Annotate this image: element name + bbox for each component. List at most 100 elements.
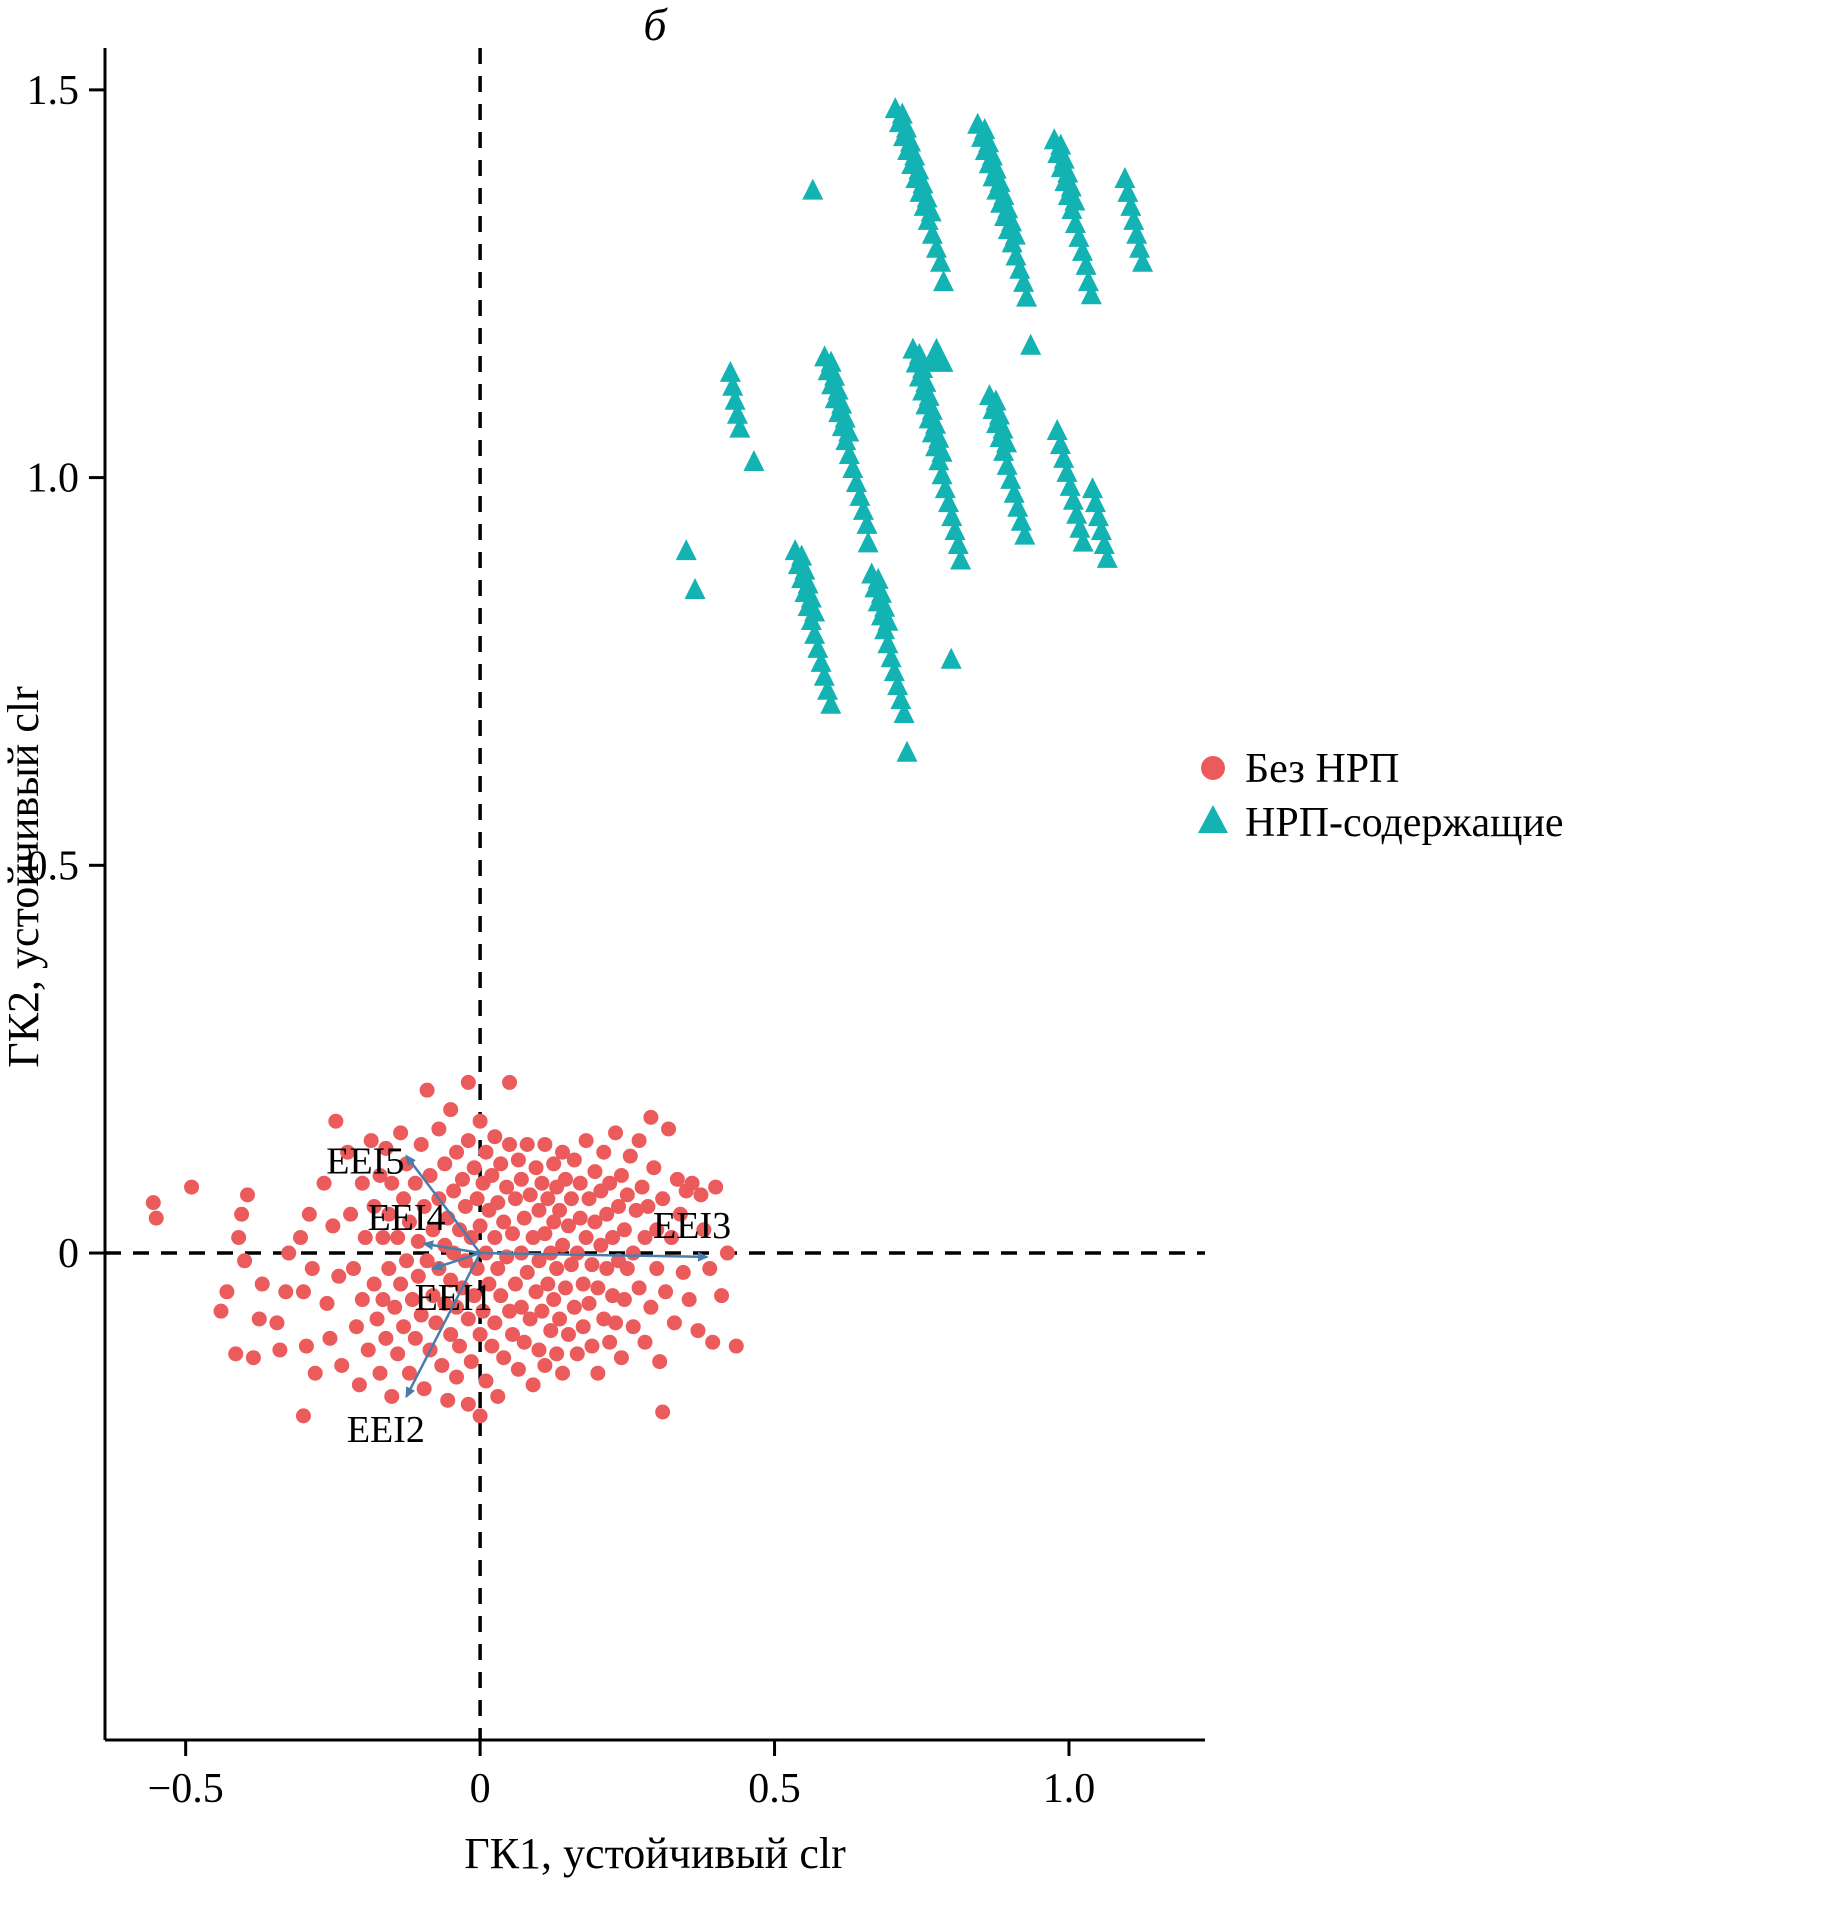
data-point-circle xyxy=(719,1245,735,1261)
data-point-circle xyxy=(490,1388,506,1404)
data-point-circle xyxy=(584,1257,600,1273)
loading-arrow-eei3 xyxy=(480,1251,709,1262)
data-point-circle xyxy=(478,1144,494,1160)
data-point-circle xyxy=(502,1303,518,1319)
data-point-triangle xyxy=(1120,194,1142,216)
data-point-circle xyxy=(608,1315,624,1331)
data-point-triangle xyxy=(813,664,835,686)
data-point-circle xyxy=(440,1392,456,1408)
data-point-circle xyxy=(437,1295,453,1311)
data-point-circle xyxy=(613,1167,629,1183)
data-point-triangle xyxy=(938,491,960,513)
data-point-circle xyxy=(634,1179,650,1195)
data-point-circle xyxy=(605,1230,621,1246)
series-circles xyxy=(145,1074,744,1424)
loading-label-eei1: EEI1 xyxy=(415,1277,493,1319)
data-point-circle xyxy=(522,1311,538,1327)
data-point-circle xyxy=(307,1365,323,1381)
data-point-circle xyxy=(528,1284,544,1300)
data-point-triangle xyxy=(726,402,748,424)
data-point-circle xyxy=(516,1334,532,1350)
data-point-triangle xyxy=(797,572,819,594)
data-point-circle xyxy=(581,1295,597,1311)
data-point-circle xyxy=(714,1288,730,1304)
legend: Без НРП НРП-содержащие xyxy=(1198,746,1564,846)
data-point-circle xyxy=(566,1299,582,1315)
data-point-triangle xyxy=(996,453,1018,475)
data-point-circle xyxy=(298,1338,314,1354)
data-point-circle xyxy=(375,1230,391,1246)
data-point-circle xyxy=(537,1136,553,1152)
data-point-circle xyxy=(431,1121,447,1137)
data-point-triangle xyxy=(1050,133,1072,155)
data-point-triangle xyxy=(1064,189,1086,211)
data-point-triangle xyxy=(985,389,1007,411)
data-point-circle xyxy=(690,1323,706,1339)
data-point-circle xyxy=(413,1307,429,1323)
data-point-circle xyxy=(493,1156,509,1172)
data-point-triangle xyxy=(794,558,816,580)
data-point-circle xyxy=(625,1319,641,1335)
data-point-circle xyxy=(519,1136,535,1152)
data-point-triangle xyxy=(838,420,860,442)
data-point-circle xyxy=(328,1113,344,1129)
data-point-circle xyxy=(525,1377,541,1393)
data-point-triangle xyxy=(890,688,912,710)
data-point-circle xyxy=(219,1284,235,1300)
chart-title: б xyxy=(643,0,668,50)
data-point-triangle xyxy=(724,388,746,410)
data-point-triangle xyxy=(912,172,934,194)
data-point-circle xyxy=(655,1191,671,1207)
data-point-circle xyxy=(472,1113,488,1129)
data-point-circle xyxy=(240,1187,256,1203)
data-point-triangle xyxy=(857,531,879,553)
data-point-circle xyxy=(484,1338,500,1354)
x-tick-label: 0.5 xyxy=(748,1766,801,1812)
data-point-circle xyxy=(555,1237,571,1253)
legend-label-nrp: НРП-содержащие xyxy=(1245,800,1564,846)
data-point-circle xyxy=(407,1175,423,1191)
data-point-circle xyxy=(413,1136,429,1152)
data-point-circle xyxy=(534,1175,550,1191)
data-point-circle xyxy=(419,1082,435,1098)
loading-label-eei4: EEI4 xyxy=(367,1197,445,1239)
data-point-circle xyxy=(340,1144,356,1160)
data-point-triangle xyxy=(1069,516,1091,538)
data-point-triangle xyxy=(1060,175,1082,197)
reference-lines xyxy=(105,48,1205,1740)
data-point-circle xyxy=(493,1288,509,1304)
data-point-circle xyxy=(484,1167,500,1183)
data-point-triangle xyxy=(1126,222,1148,244)
data-point-circle xyxy=(578,1133,594,1149)
data-point-triangle xyxy=(820,692,842,714)
data-point-triangle xyxy=(729,416,751,438)
data-point-triangle-large xyxy=(919,337,954,372)
data-point-circle xyxy=(605,1288,621,1304)
data-point-triangle xyxy=(996,431,1018,453)
data-point-circle xyxy=(378,1140,394,1156)
data-point-triangle xyxy=(931,440,953,462)
data-point-circle xyxy=(672,1206,688,1222)
data-point-circle xyxy=(410,1233,426,1249)
data-point-triangle xyxy=(1057,161,1079,183)
data-point-circle xyxy=(478,1373,494,1389)
data-point-circle xyxy=(610,1199,626,1215)
data-point-circle xyxy=(449,1369,465,1385)
data-point-circle xyxy=(555,1365,571,1381)
data-point-circle xyxy=(649,1222,665,1238)
data-point-circle xyxy=(637,1334,653,1350)
data-point-circle xyxy=(602,1334,618,1350)
data-point-circle xyxy=(587,1164,603,1180)
data-point-circle xyxy=(304,1261,320,1277)
data-point-circle xyxy=(381,1206,397,1222)
data-point-circle xyxy=(472,1408,488,1424)
data-point-circle xyxy=(666,1315,682,1331)
data-point-circle xyxy=(228,1346,244,1362)
data-point-circle xyxy=(507,1191,523,1207)
x-tick-label: −0.5 xyxy=(148,1766,224,1812)
data-point-triangle xyxy=(1020,333,1042,355)
data-point-circle xyxy=(396,1319,412,1335)
data-point-circle xyxy=(510,1361,526,1377)
data-point-triangle xyxy=(950,548,972,570)
data-point-circle xyxy=(295,1284,311,1300)
